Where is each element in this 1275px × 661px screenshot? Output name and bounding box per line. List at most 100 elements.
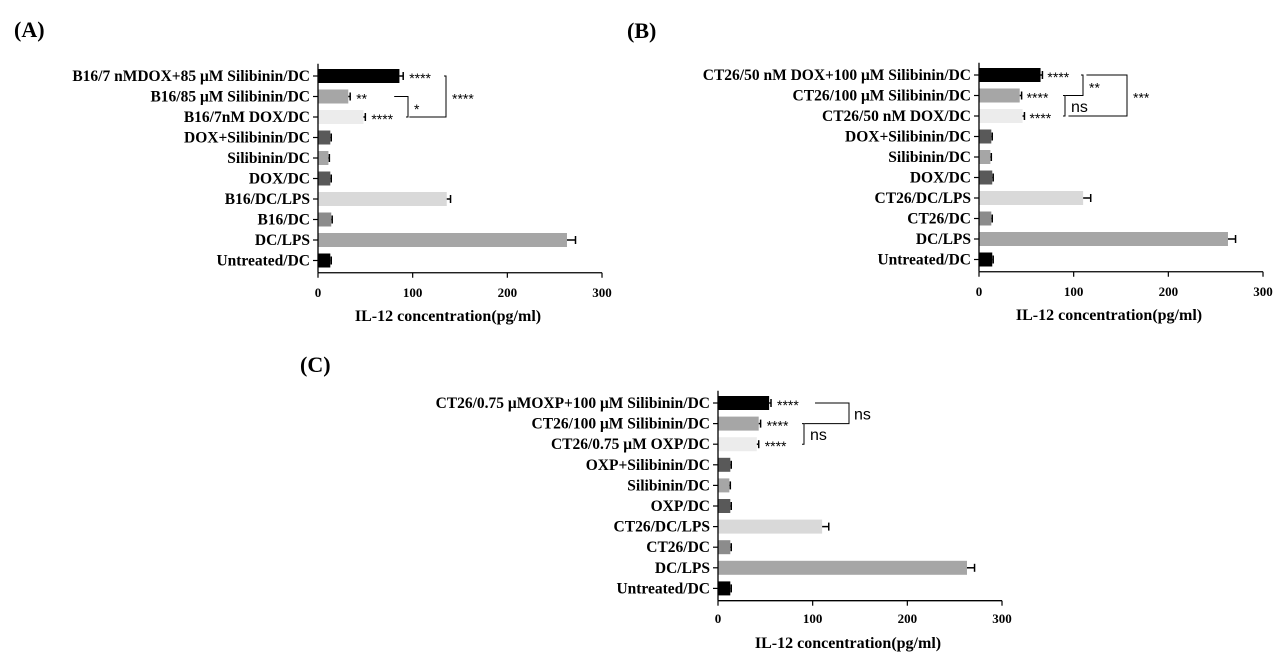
significance-mark: **** (409, 70, 431, 86)
bar (718, 437, 757, 452)
x-tick-label: 100 (403, 285, 423, 300)
x-tick-label: 0 (715, 611, 722, 626)
x-tick-label: 300 (1253, 284, 1273, 299)
comparison-label: ns (810, 427, 827, 444)
bar (318, 130, 331, 145)
bar (979, 68, 1041, 82)
comparison-label: * (414, 101, 420, 117)
bar (979, 150, 991, 164)
category-label: B16/DC/LPS (225, 191, 310, 208)
category-label: Silibinin/DC (227, 150, 310, 167)
x-tick-label: 300 (992, 611, 1012, 626)
category-label: CT26/0.75 μMOXP+100 μM Silibinin/DC (436, 395, 710, 412)
bar (979, 191, 1084, 205)
x-tick-label: 100 (803, 611, 823, 626)
category-label: DC/LPS (255, 232, 310, 249)
category-label: CT26/50 nM DOX/DC (822, 108, 971, 125)
x-tick-label: 200 (1159, 284, 1179, 299)
bar (979, 88, 1020, 103)
category-label: CT26/DC (907, 211, 971, 228)
bar (718, 581, 731, 596)
category-label: CT26/50 nM DOX+100 μM Silibinin/DC (703, 67, 971, 84)
category-label: B16/85 μM Silibinin/DC (150, 89, 310, 106)
category-label: DOX/DC (249, 171, 310, 188)
category-label: DOX+Silibinin/DC (184, 130, 310, 147)
bar (318, 89, 349, 104)
comparison-bracket (804, 402, 850, 425)
comparison-bracket (394, 96, 409, 118)
x-tick-label: 0 (315, 285, 322, 300)
x-axis-title: IL-12 concentration(pg/ml) (355, 308, 541, 325)
category-label: B16/7nM DOX/DC (184, 109, 310, 126)
comparison-bracket (1065, 74, 1084, 96)
comparison-bracket (409, 75, 447, 118)
x-tick-label: 200 (898, 611, 918, 626)
category-label: OXP/DC (651, 498, 710, 515)
significance-mark: ** (356, 91, 367, 107)
category-label: CT26/0.75 μM OXP/DC (551, 436, 710, 453)
bar (718, 499, 731, 513)
bar (718, 396, 770, 410)
bar (718, 560, 967, 575)
comparison-label: ns (1071, 99, 1088, 116)
bar (318, 192, 447, 206)
comparison-label: **** (452, 91, 474, 107)
category-label: B16/DC (257, 212, 310, 229)
chart-panel-3: (C) CT26/0.75 μMOXP+100 μM Silibinin/DC CT… (300, 352, 1012, 652)
category-label: CT26/100 μM Silibinin/DC (793, 88, 971, 105)
bar (979, 252, 993, 267)
significance-mark: **** (1029, 110, 1051, 126)
category-label: Untreated/DC (877, 252, 971, 269)
chart-panel-2: (B) CT26/50 nM DOX+100 μM Silibinin/DC CT2… (627, 18, 1273, 324)
x-axis-title: IL-12 concentration(pg/ml) (755, 635, 941, 652)
comparison-label: *** (1133, 90, 1150, 106)
category-label: CT26/DC/LPS (614, 519, 710, 536)
panel-letter: (A) (14, 17, 45, 42)
bar (979, 170, 993, 185)
significance-mark: **** (767, 418, 789, 434)
chart-panel-1: (A) B16/7 nMDOX+85 μM Silibinin/DC B16/85 … (14, 17, 612, 325)
bar (718, 416, 759, 431)
category-label: CT26/DC/LPS (875, 190, 971, 207)
comparison-bracket (1063, 95, 1066, 117)
bar (318, 212, 332, 227)
comparison-bracket (1068, 74, 1128, 117)
bar (979, 232, 1228, 246)
significance-mark: **** (371, 111, 393, 127)
bar (979, 129, 992, 144)
category-label: CT26/DC (646, 539, 710, 556)
bar (718, 540, 731, 555)
x-tick-label: 100 (1064, 284, 1084, 299)
category-label: Silibinin/DC (888, 149, 971, 166)
comparison-label: ns (854, 406, 871, 423)
bar (718, 519, 823, 534)
category-label: DC/LPS (916, 231, 971, 248)
panel-letter: (B) (627, 18, 656, 43)
bar (318, 69, 400, 83)
significance-mark: **** (1027, 90, 1049, 106)
comparison-label: ** (1089, 79, 1100, 95)
category-label: DOX/DC (910, 170, 971, 187)
significance-mark: **** (1047, 69, 1069, 85)
panel-letter: (C) (300, 352, 331, 377)
bar (318, 151, 329, 165)
x-tick-label: 0 (976, 284, 983, 299)
bar (318, 233, 567, 247)
bar (318, 171, 331, 186)
bar (718, 478, 730, 493)
category-label: DOX+Silibinin/DC (845, 129, 971, 146)
bar (318, 110, 364, 124)
significance-mark: **** (777, 397, 799, 413)
category-label: B16/7 nMDOX+85 μM Silibinin/DC (72, 68, 310, 85)
x-tick-label: 300 (592, 285, 612, 300)
category-label: Untreated/DC (616, 580, 710, 597)
category-label: OXP+Silibinin/DC (586, 457, 710, 474)
category-label: Untreated/DC (216, 253, 310, 270)
bar (318, 253, 331, 268)
x-axis-title: IL-12 concentration(pg/ml) (1016, 307, 1202, 324)
category-label: DC/LPS (655, 560, 710, 577)
category-label: CT26/100 μM Silibinin/DC (532, 416, 710, 433)
category-label: Silibinin/DC (627, 477, 710, 494)
bar (718, 457, 731, 472)
